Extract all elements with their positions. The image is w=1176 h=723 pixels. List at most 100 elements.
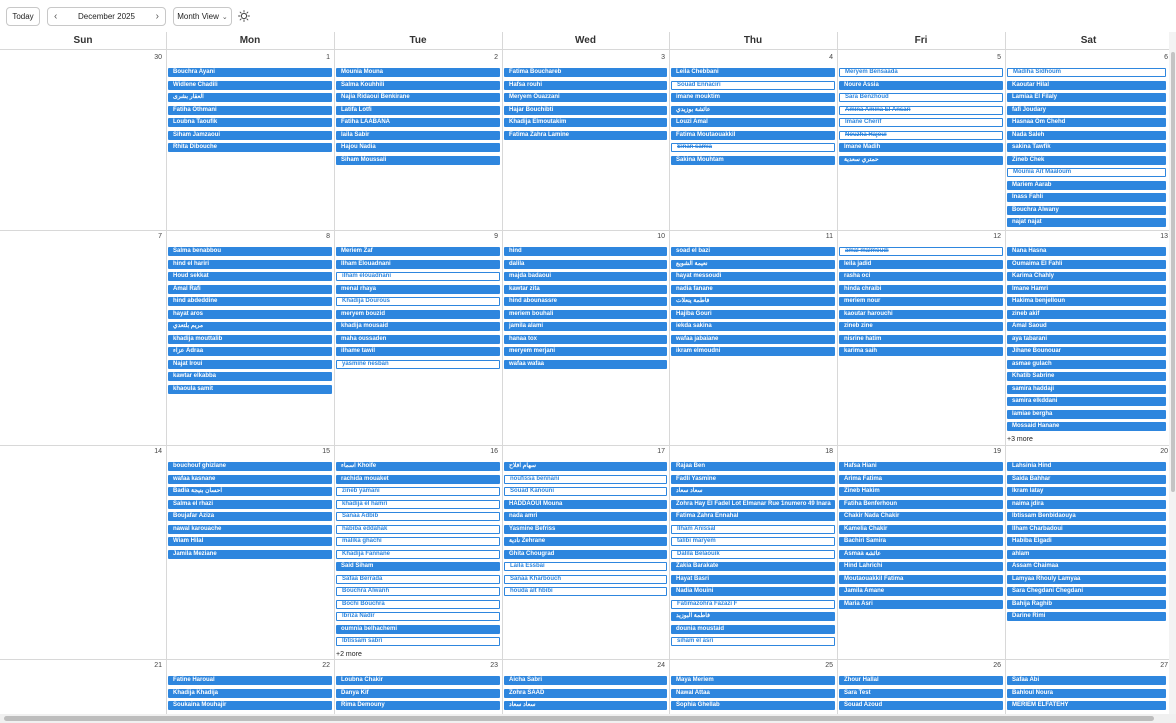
event-chip[interactable]: Bahija Raghib (1007, 599, 1166, 609)
event-chip[interactable]: Souad Ennaciri (671, 80, 835, 90)
event-chip[interactable]: khaoula samit (168, 384, 332, 394)
event-chip[interactable]: Amal Rafi (168, 284, 332, 294)
event-chip[interactable]: soad el bazi (671, 247, 835, 256)
event-chip[interactable]: سعاد سعاد (671, 487, 835, 496)
event-chip[interactable]: Zineb Chek (1007, 155, 1166, 165)
event-chip[interactable]: HADDAOUI Mouna (504, 499, 667, 509)
event-chip[interactable]: Amal Saoud (1007, 322, 1166, 331)
event-chip[interactable]: samira elkddani (1007, 397, 1166, 406)
event-chip[interactable]: Safaa Abi (1007, 676, 1166, 685)
event-chip[interactable]: hinda chraibi (839, 284, 1003, 294)
event-chip[interactable]: Dalila Belaouik (671, 549, 835, 559)
day-number[interactable]: 27 (1160, 662, 1168, 669)
event-chip[interactable]: maha oussaden (336, 334, 500, 344)
event-chip[interactable]: Chakir Nada Chakir (839, 512, 1003, 521)
event-chip[interactable]: Jihane Bounouar (1007, 347, 1166, 356)
event-chip[interactable]: Nada Saleh (1007, 130, 1166, 140)
event-chip[interactable]: Inass Fahli (1007, 193, 1166, 202)
event-chip[interactable]: العقار بشرى (168, 93, 332, 102)
event-chip[interactable]: Souad Azoud (839, 701, 1003, 710)
event-chip[interactable]: Mounia Ait Maaloum (1007, 168, 1166, 177)
event-chip[interactable]: hayat messoudi (671, 272, 835, 281)
event-chip[interactable]: Hafsa rouhi (504, 80, 667, 90)
event-chip[interactable]: Nawal Attaa (671, 688, 835, 698)
day-number[interactable]: 19 (993, 448, 1001, 455)
event-chip[interactable]: Loubna Chakir (336, 676, 500, 685)
view-select[interactable]: Month View ⌄ (173, 7, 232, 26)
event-chip[interactable]: kawtar zita (504, 284, 667, 294)
event-chip[interactable]: imane mouktim (671, 93, 835, 102)
event-chip[interactable]: Louzi Amal (671, 118, 835, 127)
event-chip[interactable]: Oumaima El Fahli (1007, 259, 1166, 269)
event-chip[interactable]: Noure Assia (839, 80, 1003, 90)
event-chip[interactable]: نعيمة الشويع (671, 259, 835, 269)
event-chip[interactable]: Bouchra Ayani (168, 68, 332, 77)
event-chip[interactable]: Sakina Mouhtam (671, 155, 835, 165)
event-chip[interactable]: kawtar elkabba (168, 372, 332, 381)
sun-icon[interactable] (238, 10, 250, 22)
day-number[interactable]: 17 (657, 448, 665, 455)
event-chip[interactable]: Maria Asri (839, 599, 1003, 609)
event-chip[interactable]: حمتري سعدية (839, 155, 1003, 165)
event-chip[interactable]: hayat aros (168, 309, 332, 319)
day-number[interactable]: 25 (825, 662, 833, 669)
event-chip[interactable]: Loubna Taoufik (168, 118, 332, 127)
event-chip[interactable]: Darine Rimi (1007, 612, 1166, 621)
event-chip[interactable]: noufissa bennani (504, 474, 667, 484)
day-cell[interactable] (166, 51, 334, 230)
horizontal-scrollbar[interactable] (0, 714, 1176, 723)
event-chip[interactable]: bouchouf ghizlane (168, 462, 332, 471)
event-chip[interactable]: Meryem Bensaada (839, 68, 1003, 77)
event-chip[interactable]: hind el hariri (168, 259, 332, 269)
event-chip[interactable]: sakina Tawfik (1007, 143, 1166, 152)
event-chip[interactable]: Fatimazohra Fazazi F (671, 599, 835, 609)
day-number[interactable]: 3 (661, 54, 665, 61)
event-chip[interactable]: Lahsinia Hind (1007, 462, 1166, 471)
event-chip[interactable]: ilham elouadnani (336, 272, 500, 281)
day-number[interactable]: 24 (657, 662, 665, 669)
day-cell[interactable] (0, 230, 166, 445)
event-chip[interactable]: hind (504, 247, 667, 256)
day-number[interactable]: 10 (657, 233, 665, 240)
day-number[interactable]: 18 (825, 448, 833, 455)
vertical-scrollbar[interactable] (1169, 32, 1176, 714)
event-chip[interactable]: Widlene Chadili (168, 80, 332, 90)
event-chip[interactable]: Najat Iroui (168, 359, 332, 369)
event-chip[interactable]: Ikram latay (1007, 487, 1166, 496)
event-chip[interactable]: Meryem Ouazzani (504, 93, 667, 102)
event-chip[interactable]: khadija el hamri (336, 499, 500, 509)
event-chip[interactable]: nawal karouache (168, 524, 332, 534)
event-chip[interactable]: Sara Chegdani Chegdani (1007, 587, 1166, 596)
day-cell[interactable] (334, 51, 502, 230)
event-chip[interactable]: Fatiha Othmani (168, 105, 332, 115)
event-chip[interactable]: Ilham Elouadnani (336, 259, 500, 269)
event-chip[interactable]: مريم بلتعدي (168, 322, 332, 331)
event-chip[interactable]: Imane Cherif (839, 118, 1003, 127)
day-cell[interactable] (502, 51, 669, 230)
event-chip[interactable]: Maya Meriem (671, 676, 835, 685)
event-chip[interactable]: Assam Chaimaa (1007, 562, 1166, 571)
event-chip[interactable]: rasha oci (839, 272, 1003, 281)
day-number[interactable]: 1 (326, 54, 330, 61)
event-chip[interactable]: Laila Essbai (504, 562, 667, 571)
event-chip[interactable]: zineb yamani (336, 487, 500, 496)
event-chip[interactable]: Meriem Zaf (336, 247, 500, 256)
event-chip[interactable]: Salma benabbou (168, 247, 332, 256)
event-chip[interactable]: Bahloul Noura (1007, 688, 1166, 698)
day-number[interactable]: 11 (825, 233, 833, 240)
day-number[interactable]: 8 (326, 233, 330, 240)
event-chip[interactable]: Souad Kanouni (504, 487, 667, 496)
event-chip[interactable]: Hakima benjelloun (1007, 297, 1166, 306)
event-chip[interactable]: Khadija Elmoutakim (504, 118, 667, 127)
event-chip[interactable]: Lamyaa Rhouly Lamyaa (1007, 574, 1166, 584)
event-chip[interactable]: Ilham Charbadoui (1007, 524, 1166, 534)
day-number[interactable]: 16 (490, 448, 498, 455)
event-chip[interactable]: siham el asri (671, 637, 835, 646)
event-chip[interactable]: Ibtissam sabri (336, 637, 500, 646)
event-chip[interactable]: Moutaouakkil Fatima (839, 574, 1003, 584)
event-chip[interactable]: Imane Hamri (1007, 284, 1166, 294)
event-chip[interactable]: Amina Amina El Ansari (839, 105, 1003, 115)
event-chip[interactable]: Sara Test (839, 688, 1003, 698)
event-chip[interactable]: Fatiha Benferhoun (839, 499, 1003, 509)
event-chip[interactable]: lamiae bergha (1007, 409, 1166, 419)
